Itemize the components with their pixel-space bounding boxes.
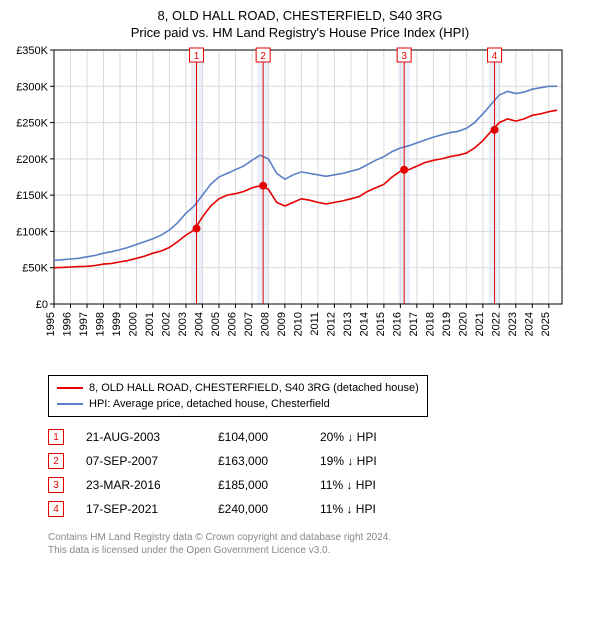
table-row: 3 23-MAR-2016 £185,000 11% ↓ HPI	[48, 473, 592, 497]
sale-diff: 20% ↓ HPI	[320, 430, 420, 444]
sale-number-box: 2	[48, 453, 64, 469]
sale-diff: 11% ↓ HPI	[320, 478, 420, 492]
y-tick-label: £0	[36, 299, 48, 311]
y-tick-label: £50K	[22, 263, 48, 275]
sale-dot	[491, 126, 499, 134]
x-tick-label: 2021	[474, 312, 486, 336]
x-tick-label: 2023	[507, 312, 519, 336]
x-tick-label: 2007	[243, 312, 255, 336]
x-tick-label: 2011	[309, 312, 321, 336]
x-tick-label: 2010	[292, 312, 304, 336]
chart-title: 8, OLD HALL ROAD, CHESTERFIELD, S40 3RG …	[8, 8, 592, 40]
x-tick-label: 2024	[523, 312, 535, 336]
title-address: 8, OLD HALL ROAD, CHESTERFIELD, S40 3RG	[8, 8, 592, 23]
sale-dot	[193, 225, 201, 233]
title-subtitle: Price paid vs. HM Land Registry's House …	[8, 25, 592, 40]
legend-swatch	[57, 387, 83, 389]
legend-label: HPI: Average price, detached house, Ches…	[89, 398, 330, 410]
x-tick-label: 2016	[391, 312, 403, 336]
sale-price: £240,000	[218, 502, 298, 516]
x-tick-label: 2014	[358, 312, 370, 336]
table-row: 4 17-SEP-2021 £240,000 11% ↓ HPI	[48, 497, 592, 521]
series-price_paid	[54, 110, 557, 268]
y-tick-label: £150K	[16, 190, 48, 202]
x-tick-label: 2008	[259, 312, 271, 336]
x-tick-label: 2000	[127, 312, 139, 336]
sale-marker-number: 1	[194, 51, 200, 62]
sales-table: 1 21-AUG-2003 £104,000 20% ↓ HPI 2 07-SEP-200…	[48, 425, 592, 521]
x-tick-label: 2019	[441, 312, 453, 336]
y-tick-label: £250K	[16, 118, 48, 130]
series-hpi	[54, 86, 557, 260]
x-tick-label: 2009	[276, 312, 288, 336]
footer-line2: This data is licensed under the Open Gov…	[48, 544, 592, 557]
footer-line1: Contains HM Land Registry data © Crown c…	[48, 531, 592, 544]
x-tick-label: 2017	[408, 312, 420, 336]
sale-number-box: 1	[48, 429, 64, 445]
footer-attribution: Contains HM Land Registry data © Crown c…	[48, 531, 592, 557]
x-tick-label: 2004	[193, 312, 205, 336]
table-row: 1 21-AUG-2003 £104,000 20% ↓ HPI	[48, 425, 592, 449]
sale-marker-number: 2	[260, 51, 266, 62]
legend-row: HPI: Average price, detached house, Ches…	[57, 396, 419, 412]
table-row: 2 07-SEP-2007 £163,000 19% ↓ HPI	[48, 449, 592, 473]
x-tick-label: 2025	[540, 312, 552, 336]
x-tick-label: 2012	[325, 312, 337, 336]
x-tick-label: 2002	[160, 312, 172, 336]
price-chart: £0 £50K £100K £150K £200K £250K £300K £350K 1995…	[8, 44, 568, 364]
y-tick-label: £350K	[16, 45, 48, 57]
x-tick-label: 2005	[210, 312, 222, 336]
sale-price: £104,000	[218, 430, 298, 444]
sale-date: 07-SEP-2007	[86, 454, 196, 468]
x-tick-label: 2015	[375, 312, 387, 336]
x-tick-label: 1996	[61, 312, 73, 336]
sale-price: £163,000	[218, 454, 298, 468]
sale-date: 23-MAR-2016	[86, 478, 196, 492]
sale-marker-number: 4	[492, 51, 498, 62]
x-tick-label: 2006	[226, 312, 238, 336]
x-tick-label: 1997	[78, 312, 90, 336]
legend-label: 8, OLD HALL ROAD, CHESTERFIELD, S40 3RG …	[89, 382, 419, 394]
legend-swatch	[57, 403, 83, 405]
x-tick-label: 1995	[45, 312, 57, 336]
y-tick-label: £100K	[16, 226, 48, 238]
x-tick-label: 2001	[144, 312, 156, 336]
sale-date: 21-AUG-2003	[86, 430, 196, 444]
x-tick-label: 2013	[342, 312, 354, 336]
sale-date: 17-SEP-2021	[86, 502, 196, 516]
y-tick-label: £200K	[16, 154, 48, 166]
x-tick-label: 2003	[177, 312, 189, 336]
sale-diff: 19% ↓ HPI	[320, 454, 420, 468]
legend-row: 8, OLD HALL ROAD, CHESTERFIELD, S40 3RG …	[57, 380, 419, 396]
sale-number-box: 4	[48, 501, 64, 517]
x-tick-label: 2020	[457, 312, 469, 336]
sale-dot	[400, 166, 408, 174]
sale-dot	[259, 182, 267, 190]
y-tick-label: £300K	[16, 81, 48, 93]
x-tick-label: 1999	[111, 312, 123, 336]
x-tick-label: 2022	[490, 312, 502, 336]
chart-area: £0 £50K £100K £150K £200K £250K £300K £350K 1995…	[8, 44, 592, 367]
legend: 8, OLD HALL ROAD, CHESTERFIELD, S40 3RG …	[48, 375, 428, 417]
sale-diff: 11% ↓ HPI	[320, 502, 420, 516]
x-tick-label: 1998	[94, 312, 106, 336]
x-tick-label: 2018	[424, 312, 436, 336]
sale-number-box: 3	[48, 477, 64, 493]
sale-marker-number: 3	[401, 51, 407, 62]
sale-price: £185,000	[218, 478, 298, 492]
